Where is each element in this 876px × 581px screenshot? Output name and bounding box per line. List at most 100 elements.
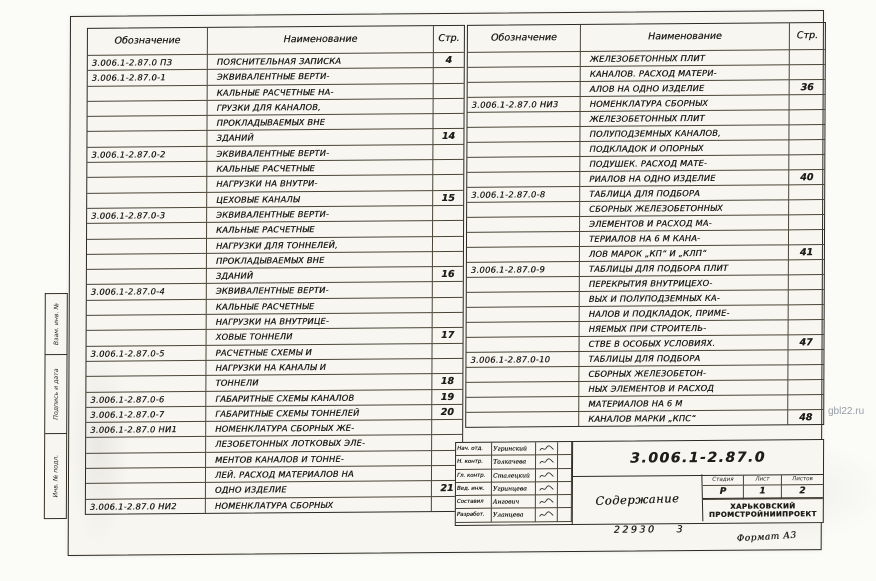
column-header-page: Стр. (438, 32, 460, 45)
signature-scribble (535, 482, 558, 496)
signature-role: Разработ. (455, 509, 492, 523)
name-cell: лей. Расход материалов на (205, 465, 433, 483)
title-block-right: 3.006.1-2.87.0 Содержание Стадия Лист Ли… (571, 440, 824, 526)
title-block: Нач. отд. Угринский Н. контр. Толкачева Гл. … (454, 439, 825, 526)
designation-cell (86, 313, 207, 331)
name-cell: кальные расчетные (207, 220, 434, 238)
designation-cell (466, 395, 580, 412)
column-header-page: Стр. (796, 30, 819, 42)
name-cell: Габаритные схемы тоннелей (206, 403, 433, 422)
designation-cell (86, 375, 207, 392)
page-cell: 36 (789, 79, 825, 95)
name-cell: подкладок и опорных (580, 139, 790, 156)
page-cell (789, 49, 825, 65)
name-cell: нагрузки на внутри- (207, 174, 434, 192)
page-cell (433, 158, 464, 175)
designation-cell (466, 275, 580, 292)
designation-cell: 3.006.1-2.87.0-2 (87, 145, 208, 162)
designation-cell (466, 290, 580, 307)
name-cell: Габаритные схемы каналов (206, 388, 433, 406)
designation-cell: 3.006.1-2.87.0-1 (87, 69, 208, 86)
page-cell (432, 281, 463, 297)
name-cell: риалов на одно изделие (580, 169, 790, 186)
designation-cell: 3.006.1-2.87.0-7 (86, 405, 207, 422)
designation-cell (466, 365, 580, 382)
column-header-name: Наименование (207, 26, 434, 54)
page-cell (433, 220, 464, 236)
signature-icon (538, 511, 554, 518)
margin-stamp-strip: Взам. инв. № Подпись и дата Инв. № подл. (43, 292, 68, 520)
designation-cell (467, 200, 581, 217)
name-cell: Номенклатура сборных (580, 94, 790, 111)
designation-cell: 3.006.1-2.87.0-9 (466, 260, 580, 277)
format-label: Формат А3 (736, 530, 797, 545)
page-cell: 4 (433, 51, 464, 68)
name-cell: зданий (206, 266, 433, 284)
sheet-col-header: Лист (743, 475, 782, 486)
designation-cell (87, 115, 208, 132)
name-cell: Номенклатура сборных (205, 495, 432, 513)
page-cell (789, 154, 825, 170)
stage-col-header: Стадия (702, 475, 744, 487)
name-cell: сборных железобетонных (580, 199, 790, 216)
signature-icon (538, 485, 554, 491)
designation-cell (467, 170, 581, 187)
designation-cell (466, 410, 580, 427)
designation-cell (86, 359, 207, 377)
signature-date (557, 481, 572, 496)
designation-cell (85, 466, 207, 484)
name-cell: одно изделие (205, 480, 432, 498)
page-cell (788, 229, 825, 245)
page-cell (788, 289, 824, 305)
page-cell (433, 82, 464, 98)
designation-cell: 3.006.1-2.87.0-5 (86, 344, 207, 361)
page-cell: 48 (788, 409, 824, 425)
name-cell: прокладываемых вне (207, 113, 434, 131)
document-designation: 3.006.1-2.87.0 (572, 440, 824, 478)
page-cell (432, 235, 464, 251)
designation-cell (87, 130, 208, 147)
page-cell: 19 (432, 388, 463, 404)
page-cell (432, 296, 463, 313)
designation-cell (466, 335, 580, 352)
page-cell (789, 214, 825, 230)
page-cell (432, 342, 463, 359)
designation-cell (85, 482, 206, 499)
page-cell (788, 379, 824, 395)
page-cell: 20 (432, 403, 463, 420)
name-cell: перекрытия внутрицехо- (579, 274, 789, 291)
stamp-label: Взам. инв. № (52, 303, 60, 346)
page-cell (789, 64, 825, 80)
designation-cell: 3.006.1-2.87.0-6 (86, 390, 207, 407)
name-cell: налов и подкладок, приме- (579, 304, 789, 321)
page-cell (788, 364, 824, 380)
name-cell: грузки для каналов, (207, 97, 434, 116)
designation-cell (86, 329, 207, 346)
page-cell (433, 204, 464, 221)
name-cell: Эквивалентные верти- (207, 143, 434, 161)
designation-cell (86, 436, 207, 453)
signature-name: Уланцева (491, 508, 536, 523)
name-cell: алов на одно изделие (580, 79, 790, 96)
name-cell: элементов и расход ма- (580, 214, 790, 231)
signature-scribble (535, 495, 558, 509)
page-cell (789, 184, 825, 200)
page-cell (789, 94, 825, 110)
signature-role: Гл. контр. (455, 469, 493, 483)
page-cell: 41 (788, 244, 824, 260)
signature-role: Н. контр. (456, 455, 493, 470)
stamp-label: Инв. № подл. (51, 454, 60, 498)
signature-name: Угринцева (491, 482, 536, 496)
page-cell: 18 (432, 373, 463, 389)
name-cell: каналов марки „КПс“ (579, 409, 789, 426)
page-cell: 40 (789, 169, 825, 185)
signature-icon (538, 471, 554, 478)
signature-date (557, 495, 572, 509)
signature-scribble (536, 455, 559, 469)
signature-scribble (535, 508, 558, 523)
name-cell: нагрузки на внутрице- (206, 312, 433, 330)
designation-cell (466, 230, 581, 247)
designation-cell: 3.006.1-2.87.0-4 (86, 283, 207, 300)
page-cell (789, 139, 825, 155)
